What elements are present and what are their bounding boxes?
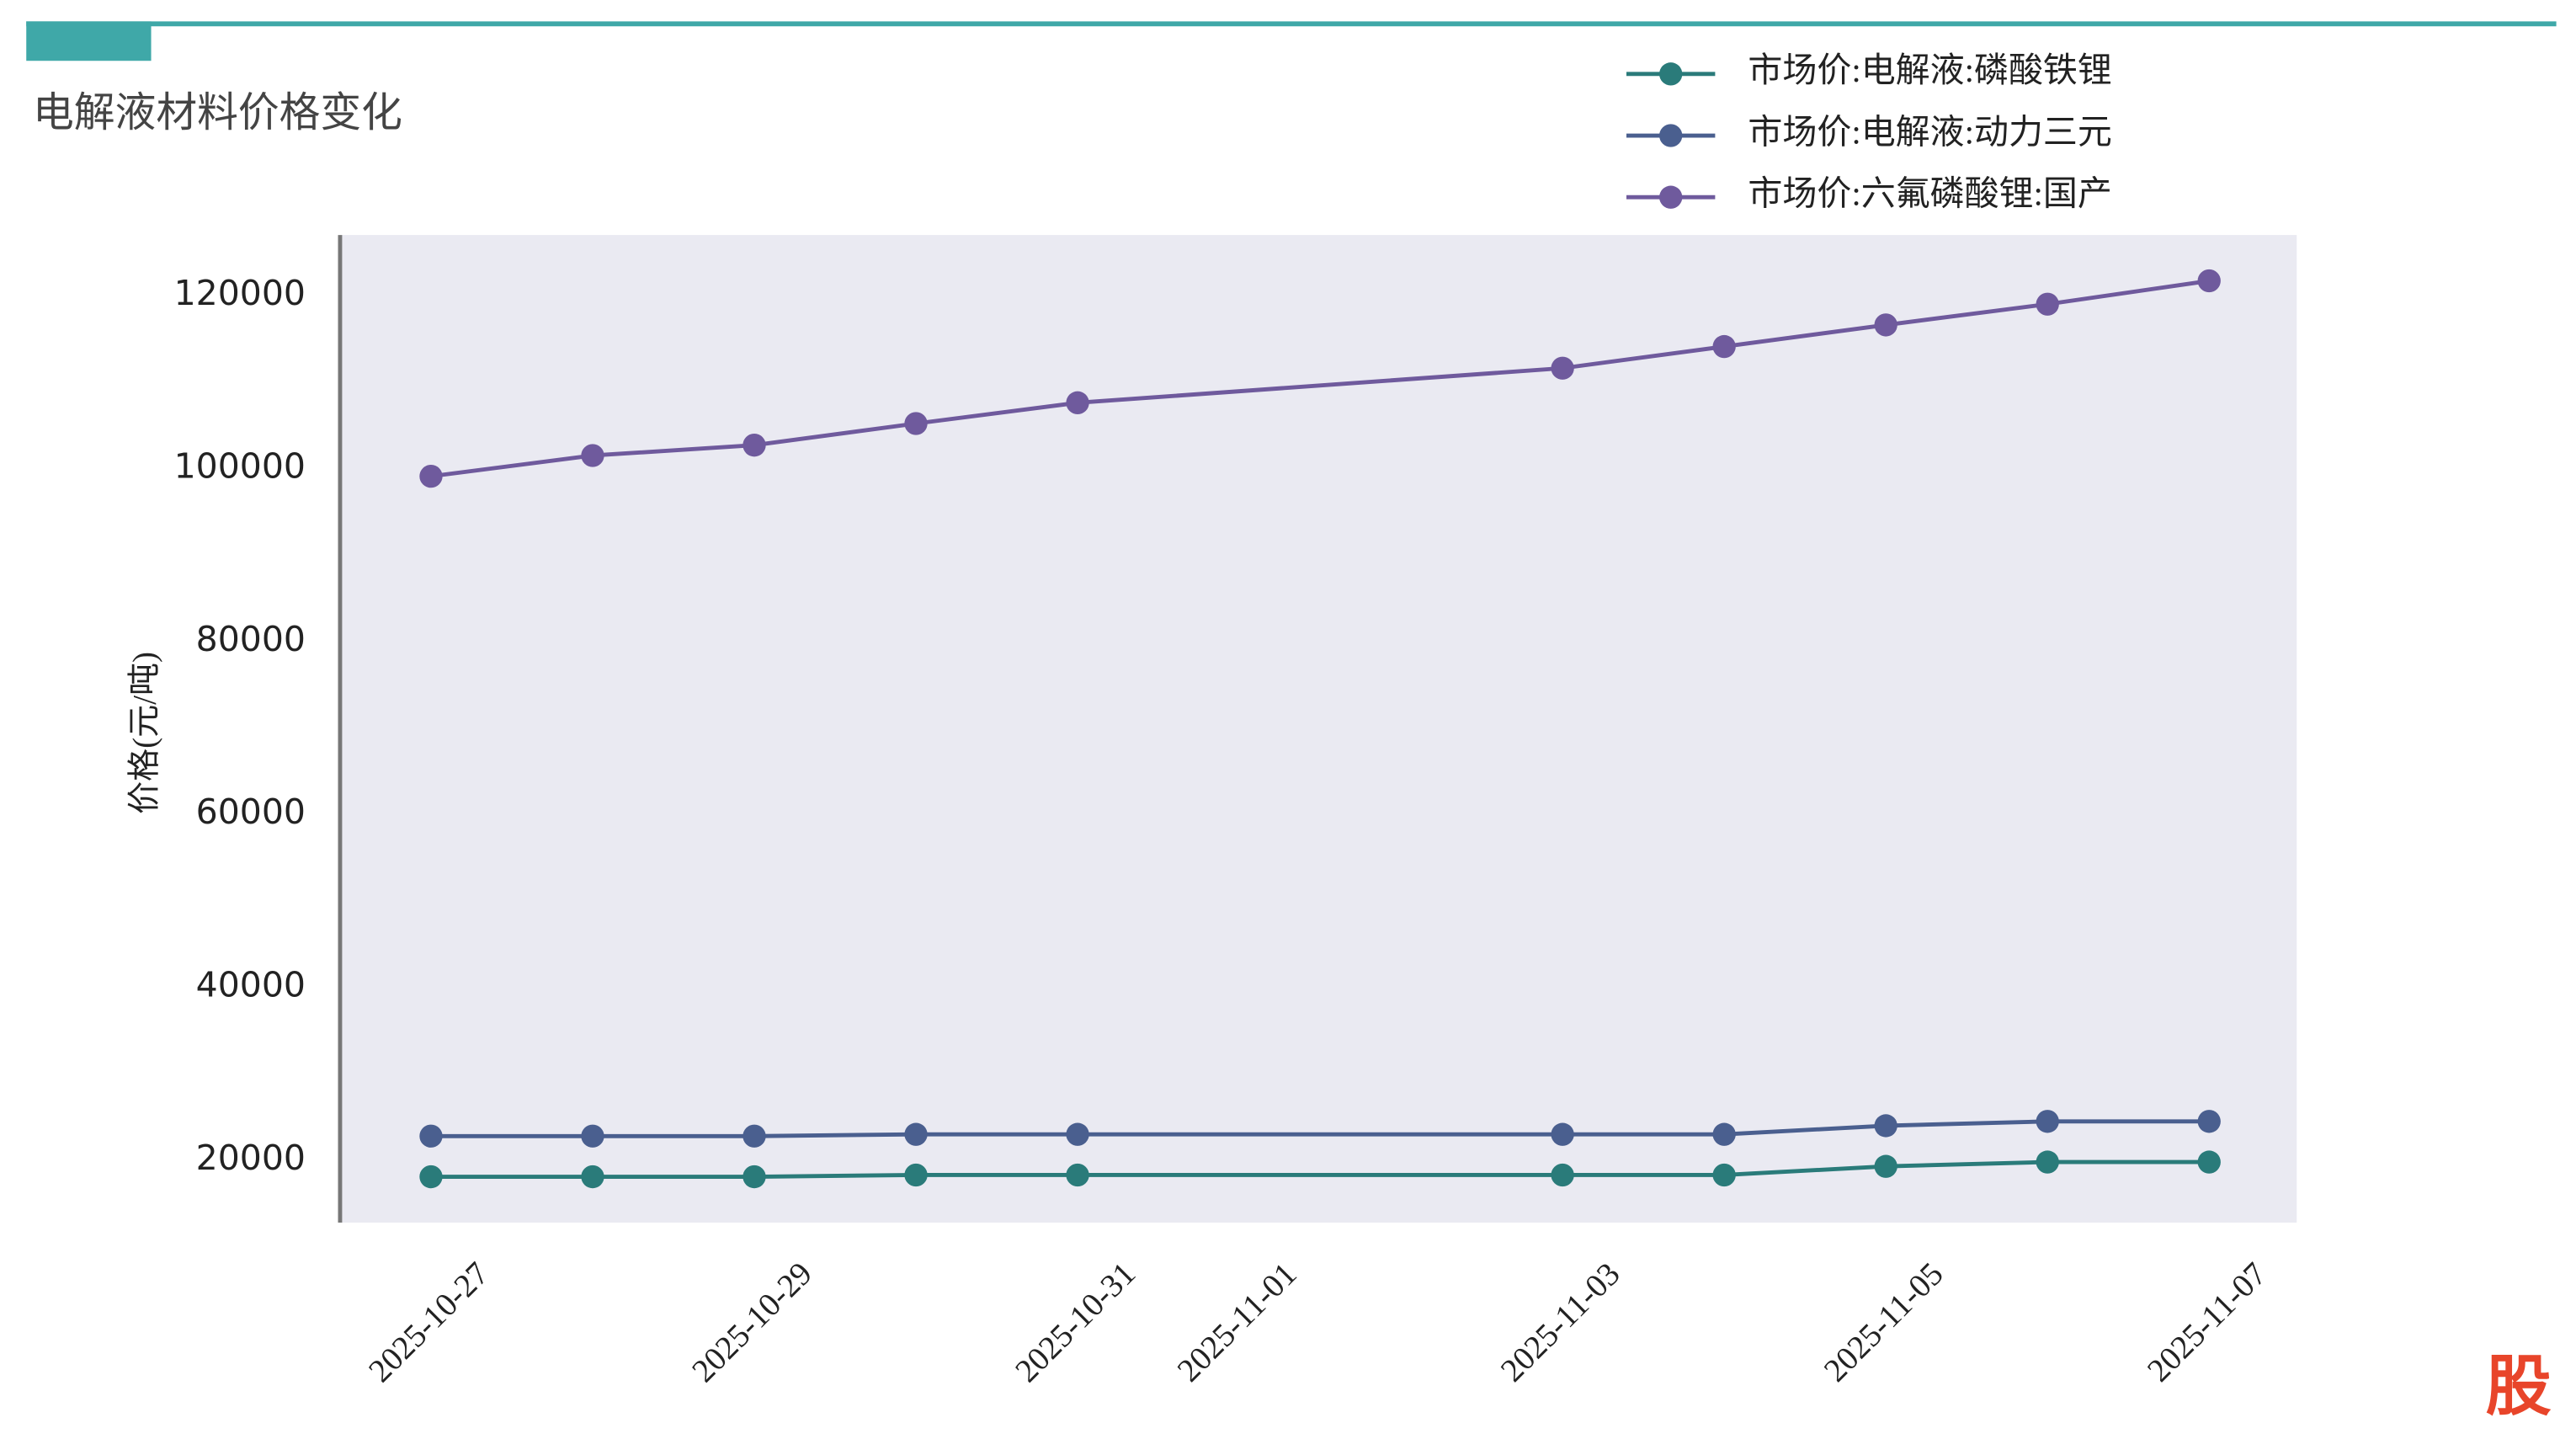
legend-marker [1659, 124, 1683, 147]
data-point [2197, 1150, 2221, 1174]
data-point [419, 1124, 443, 1148]
data-point [419, 464, 443, 488]
x-tick-label: 2025-10-31 [1009, 1255, 1142, 1389]
chart-title: 电解液材料价格变化 [33, 90, 402, 136]
data-point [742, 1165, 766, 1189]
data-point [1066, 1163, 1089, 1187]
data-point [742, 1124, 766, 1148]
data-point [904, 1163, 928, 1187]
y-tick-label: 40000 [196, 965, 306, 1005]
y-tick-label: 20000 [196, 1138, 306, 1178]
data-point [1066, 391, 1089, 414]
legend-label: 市场价:电解液:动力三元 [1748, 112, 2111, 151]
y-axis-label: 价格(元/吨) [127, 652, 163, 814]
legend-marker [1659, 62, 1683, 86]
plot-area [339, 235, 2297, 1223]
data-point [1551, 356, 1574, 380]
data-point [742, 433, 766, 457]
logo: 股 [2486, 1350, 2552, 1423]
x-tick-label: 2025-10-27 [362, 1255, 496, 1389]
legend-label: 市场价:电解液:磷酸铁锂 [1748, 51, 2111, 89]
data-point [2036, 292, 2059, 316]
x-tick-label: 2025-11-03 [1494, 1255, 1627, 1388]
x-tick-label: 2025-11-05 [1818, 1255, 1951, 1388]
data-point [904, 1122, 928, 1146]
data-point [2036, 1110, 2059, 1133]
legend-label: 市场价:六氟磷酸锂:国产 [1748, 174, 2111, 213]
data-point [1712, 1163, 1736, 1187]
data-point [1712, 334, 1736, 359]
data-point [581, 1124, 604, 1148]
legend-marker [1659, 185, 1683, 209]
x-tick-label: 2025-11-07 [2141, 1255, 2274, 1388]
data-point [419, 1165, 443, 1189]
data-point [1551, 1122, 1574, 1146]
x-tick-label: 2025-10-29 [685, 1255, 819, 1389]
data-point [581, 444, 604, 467]
y-tick-label: 80000 [196, 619, 306, 659]
y-tick-label: 60000 [196, 791, 306, 832]
y-tick-label: 100000 [174, 445, 306, 486]
data-point [581, 1165, 604, 1189]
data-point [1066, 1122, 1089, 1146]
data-point [1874, 313, 1897, 337]
series-line [430, 279, 2210, 479]
header-block [26, 21, 152, 61]
header-bar [26, 21, 2557, 27]
data-point [2197, 269, 2221, 293]
data-point [2036, 1150, 2059, 1174]
series-line [430, 1159, 2210, 1179]
data-point [1874, 1114, 1897, 1138]
series-line [430, 1119, 2210, 1138]
data-point [2197, 1110, 2221, 1133]
data-point [904, 412, 928, 435]
data-point [1712, 1122, 1736, 1146]
data-point [1551, 1163, 1574, 1187]
data-point [1874, 1154, 1897, 1178]
y-tick-label: 120000 [174, 273, 306, 313]
x-tick-label: 2025-11-01 [1171, 1255, 1304, 1388]
